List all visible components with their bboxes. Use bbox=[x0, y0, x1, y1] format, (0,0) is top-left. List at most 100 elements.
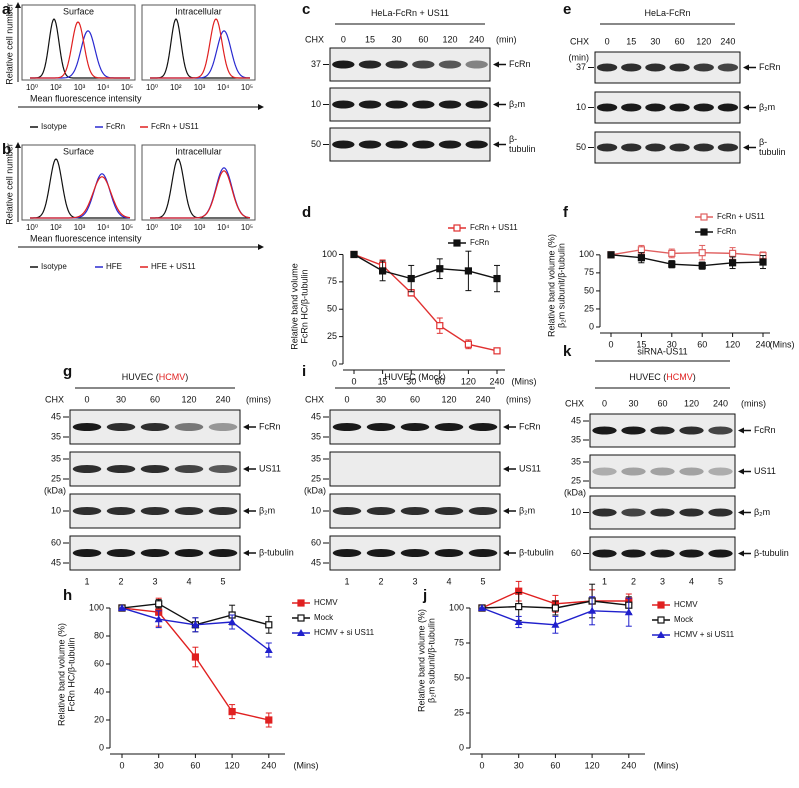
lane-number: 5 bbox=[718, 576, 723, 586]
arrow-head bbox=[15, 142, 21, 148]
x-tick-label: 10⁰ bbox=[146, 223, 158, 232]
blot-band bbox=[679, 467, 704, 476]
size-marker: 37 bbox=[311, 59, 321, 69]
lane-number: 3 bbox=[412, 576, 417, 586]
legend-label: Mock bbox=[674, 615, 694, 624]
size-marker: 60 bbox=[571, 548, 581, 558]
size-marker: 25 bbox=[571, 475, 581, 485]
blot-band bbox=[438, 140, 462, 149]
series-line bbox=[353, 253, 498, 280]
time-label: 60 bbox=[675, 36, 685, 46]
panel-letter: k bbox=[563, 343, 572, 360]
blot-band bbox=[366, 549, 396, 557]
data-point bbox=[464, 267, 472, 275]
legend-marker bbox=[700, 213, 708, 221]
x-tick-label: 10² bbox=[170, 83, 182, 92]
x-tick-label: 60 bbox=[435, 376, 445, 386]
blot-title: HUVEC (Mock) bbox=[384, 372, 446, 382]
histogram-curve bbox=[30, 21, 130, 79]
time-label: 30 bbox=[628, 398, 638, 408]
panel-letter: i bbox=[302, 363, 306, 380]
histogram-curve bbox=[150, 18, 250, 79]
blot-band bbox=[106, 423, 136, 431]
kda-label: (kDa) bbox=[44, 485, 66, 495]
data-point bbox=[637, 246, 646, 254]
blot-band bbox=[621, 143, 642, 152]
kda-label: (kDa) bbox=[304, 485, 326, 495]
histogram-title: Intracellular bbox=[175, 146, 222, 156]
blot-band bbox=[592, 426, 617, 435]
histogram-curve bbox=[30, 173, 130, 219]
data-point bbox=[228, 707, 236, 716]
blot-band bbox=[140, 423, 170, 431]
x-axis-label: Mean fluorescence intensity bbox=[30, 93, 142, 103]
protein-label: β₂m bbox=[509, 99, 525, 109]
blot-band bbox=[366, 423, 396, 431]
x-axis-label: Mean fluorescence intensity bbox=[30, 233, 142, 243]
blot-band bbox=[596, 63, 618, 72]
arrow-head bbox=[743, 104, 749, 111]
data-point bbox=[588, 606, 597, 614]
protein-label: FcRn bbox=[259, 421, 281, 431]
blot-band bbox=[332, 549, 362, 557]
blot-band bbox=[679, 426, 704, 435]
y-axis-label: Relative band volume bbox=[289, 263, 299, 350]
histogram-curve bbox=[150, 170, 251, 219]
x-tick-label: 120 bbox=[225, 760, 240, 770]
data-point bbox=[436, 265, 444, 273]
blot-band bbox=[106, 507, 136, 515]
time-label: 0 bbox=[341, 34, 346, 44]
x-tick-label: 10⁰ bbox=[26, 223, 38, 232]
y-tick-label: 60 bbox=[94, 658, 104, 668]
data-point bbox=[514, 618, 523, 625]
data-point bbox=[407, 274, 415, 283]
blot-title: HUVEC (HCMV) bbox=[629, 372, 696, 382]
kda-label: (kDa) bbox=[564, 487, 586, 497]
arrow-head bbox=[743, 144, 749, 151]
protein-label: tubulin bbox=[509, 144, 536, 154]
legend-marker bbox=[453, 239, 461, 247]
blot-band bbox=[708, 426, 733, 435]
y-axis-label: Relative band volume (%) bbox=[416, 609, 426, 712]
blot-band bbox=[621, 63, 642, 72]
x-tick-label: 30 bbox=[154, 760, 164, 770]
data-point bbox=[154, 615, 163, 623]
panel-letter: d bbox=[302, 204, 311, 221]
blot-band bbox=[332, 140, 355, 149]
x-tick-label: 120 bbox=[585, 760, 600, 770]
blot-band bbox=[208, 549, 238, 557]
blot-band bbox=[358, 100, 382, 109]
x-tick-label: 10⁵ bbox=[241, 83, 253, 92]
blot-band bbox=[434, 423, 464, 431]
y-tick-label: 50 bbox=[454, 672, 464, 682]
x-tick-label: 10³ bbox=[194, 223, 206, 232]
protein-label: β₂m bbox=[259, 505, 275, 515]
arrow-head bbox=[493, 101, 499, 108]
data-point bbox=[698, 262, 706, 270]
y-tick-label: 40 bbox=[94, 686, 104, 696]
time-label: 120 bbox=[684, 398, 699, 408]
blot-strip bbox=[329, 47, 491, 82]
x-tick-label: 15 bbox=[378, 376, 388, 386]
size-marker: 35 bbox=[571, 456, 581, 466]
blot-band bbox=[592, 508, 617, 517]
arrow-head bbox=[738, 509, 744, 516]
protein-label: tubulin bbox=[759, 147, 786, 157]
histogram-frame bbox=[21, 144, 136, 221]
blot-band bbox=[72, 549, 102, 557]
data-point bbox=[464, 340, 472, 348]
data-point bbox=[551, 604, 560, 612]
blot-band bbox=[592, 467, 617, 476]
y-tick-label: 25 bbox=[327, 331, 337, 341]
y-axis-label: β₂m subunit/β-tubulin bbox=[426, 618, 436, 703]
lane-number: 2 bbox=[631, 576, 636, 586]
legend-marker bbox=[657, 601, 665, 609]
data-point bbox=[607, 251, 615, 259]
y-tick-label: 0 bbox=[589, 321, 594, 331]
x-tick-label: 60 bbox=[550, 760, 560, 770]
data-point bbox=[551, 620, 560, 628]
arrow-head bbox=[503, 424, 509, 430]
lane-number: 5 bbox=[480, 576, 485, 586]
size-marker: 60 bbox=[51, 537, 61, 547]
y-tick-label: 75 bbox=[584, 267, 594, 277]
